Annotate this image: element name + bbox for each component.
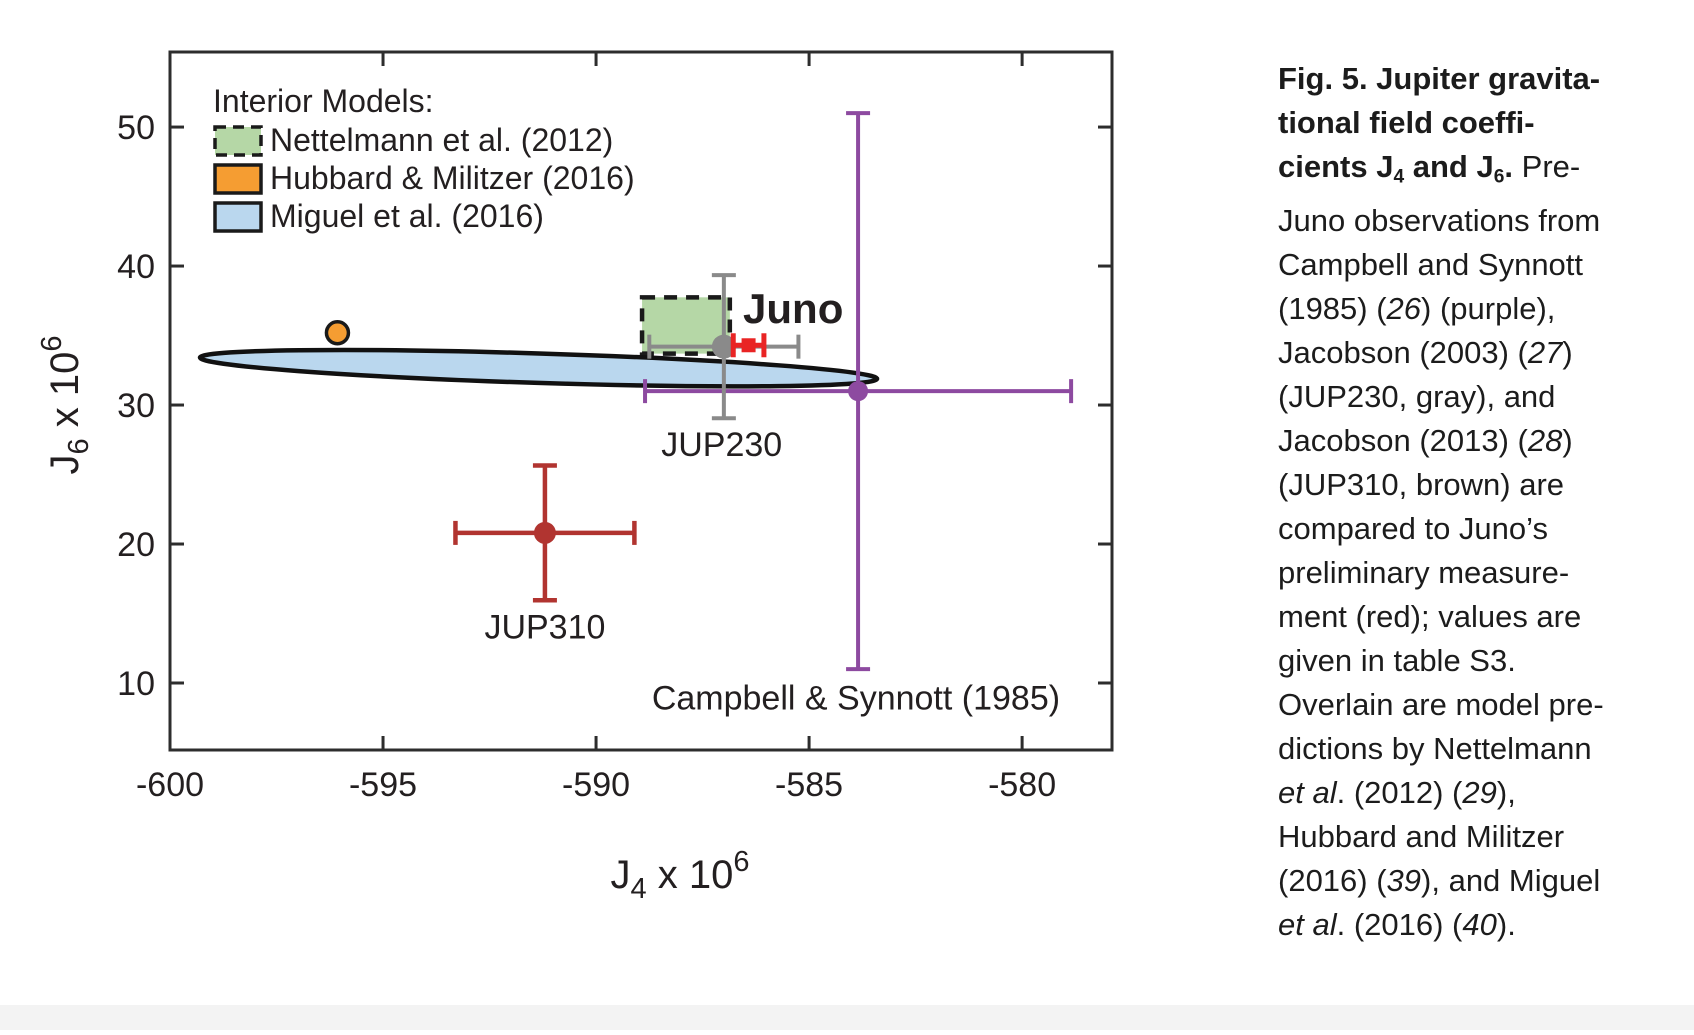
legend-swatch-2 (213, 201, 263, 233)
caption-text-segment: 40 (1462, 907, 1497, 943)
legend-item-label-0: Nettelmann et al. (2012) (270, 122, 613, 158)
caption-line: Jacobson (2013) (28) (1278, 419, 1694, 463)
label-juno: Juno (743, 285, 843, 332)
caption-text-segment: . (1504, 149, 1514, 184)
caption-text-segment: (1985) ( (1278, 291, 1387, 327)
caption-text-segment: Juno observations from (1278, 203, 1601, 239)
caption-line: given in table S3. (1278, 639, 1694, 683)
data-point-juno (741, 338, 756, 353)
caption-text-segment: ). (1496, 907, 1516, 943)
data-point-jup230 (711, 334, 736, 359)
series-jup310 (453, 463, 637, 603)
y-tick-label: 30 (117, 387, 155, 425)
x-axis-label: J4 x 106 (611, 846, 750, 905)
caption-line: et al. (2012) (29), (1278, 771, 1694, 815)
caption-text-segment: 39 (1386, 863, 1422, 899)
plot-svg: Campbell & Synnott (1985) JUP230 JUP310 Jun… (36, 50, 1114, 905)
caption-line: preliminary measure- (1278, 551, 1694, 595)
caption-text-segment: 29 (1462, 775, 1497, 811)
caption-text-segment: Overlain are model pre- (1278, 687, 1604, 723)
caption-text-segment: preliminary measure- (1278, 555, 1570, 591)
y-tick-label: 40 (117, 248, 155, 286)
caption-text-segment: ) (1562, 423, 1573, 459)
caption-text-segment: . (2012) ( (1336, 775, 1463, 811)
caption-text-segment: Jacobson (2013) ( (1278, 423, 1528, 459)
caption-text-segment: compared to Juno’s (1278, 511, 1548, 547)
plot-frame (168, 50, 1114, 752)
caption-text-segment: and J (1404, 149, 1494, 184)
caption-line: (2016) (39), and Miguel (1278, 859, 1694, 903)
page-bottom-strip (0, 1005, 1694, 1030)
data-point-campbell-synnott-1985 (848, 381, 869, 402)
y-tick-label: 10 (117, 665, 155, 703)
y-tick-label: 50 (117, 109, 155, 147)
x-tick-label: -595 (349, 766, 417, 804)
caption-line: dictions by Nettelmann (1278, 727, 1694, 771)
legend-swatch-0 (213, 125, 263, 157)
caption-line: Hubbard and Militzer (1278, 815, 1694, 859)
caption-line: (JUP310, brown) are (1278, 463, 1694, 507)
caption-text-segment: 27 (1527, 335, 1563, 371)
caption-line: et al. (2016) (40). (1278, 903, 1694, 947)
legend-title: Interior Models: (213, 83, 434, 119)
legend-swatch-1 (213, 163, 263, 195)
series-juno (730, 333, 767, 358)
y-axis-label: J6 x 106 (36, 336, 95, 475)
x-tick-label: -585 (775, 766, 843, 804)
caption-text-segment: ), and Miguel (1421, 863, 1601, 899)
caption-text-segment: Jacobson (2003) ( (1278, 335, 1528, 371)
label-jup310: JUP310 (484, 609, 605, 647)
caption-text-segment: (JUP230, gray), and (1278, 379, 1556, 415)
caption-text-segment: 4 (1393, 166, 1405, 188)
caption-text-segment: dictions by Nettelmann (1278, 731, 1592, 767)
caption-text-segment: (JUP310, brown) are (1278, 467, 1565, 503)
legend-item-label-1: Hubbard & Militzer (2016) (270, 160, 635, 196)
caption-line: (JUP230, gray), and (1278, 375, 1694, 419)
caption-text-segment: Campbell and Synnott (1278, 247, 1584, 283)
caption-text-segment: ), (1496, 775, 1516, 811)
model-hubbard-militzer-2016-point (324, 320, 351, 346)
caption-text-segment: . (2016) ( (1336, 907, 1463, 943)
caption-line: tional field coeffi- (1278, 101, 1694, 145)
model-nettelmann-2012-box (639, 295, 733, 356)
caption-line: compared to Juno’s (1278, 507, 1694, 551)
caption-text-segment: given in table S3. (1278, 643, 1516, 679)
caption-line: Jacobson (2003) (27) (1278, 331, 1694, 375)
caption-text-segment: et al (1278, 907, 1337, 943)
caption-line: ment (red); values are (1278, 595, 1694, 639)
caption-text-segment: Hubbard and Militzer (1278, 819, 1565, 855)
y-tick-label: 20 (117, 526, 155, 564)
caption-text-segment: tional field coeffi- (1278, 105, 1535, 140)
caption-line: Overlain are model pre- (1278, 683, 1694, 727)
x-tick-label: -600 (136, 766, 204, 804)
caption-text-segment: ) (1562, 335, 1573, 371)
caption-text-segment: Fig. 5. Jupiter gravita- (1278, 61, 1601, 96)
caption-line: cients J4 and J6. Pre- (1278, 145, 1694, 199)
label-campbell-synnott-1985: Campbell & Synnott (1985) (652, 679, 1060, 717)
caption-text-segment: cients J (1278, 149, 1394, 184)
caption-text-segment: 28 (1527, 423, 1563, 459)
figure-caption: Fig. 5. Jupiter gravita-tional field coe… (1278, 57, 1694, 947)
caption-text-segment: 6 (1493, 166, 1505, 188)
caption-text-segment: ment (red); values are (1278, 599, 1582, 635)
model-miguel-2016-ellipse (197, 347, 880, 389)
caption-line: (1985) (26) (purple), (1278, 287, 1694, 331)
label-jup230: JUP230 (661, 426, 782, 464)
caption-text-segment: 26 (1386, 291, 1422, 327)
x-tick-label: -580 (988, 766, 1056, 804)
caption-text-segment: (2016) ( (1278, 863, 1387, 899)
caption-line: Juno observations from (1278, 199, 1694, 243)
jupiter-j4-j6-chart: Campbell & Synnott (1985) JUP230 JUP310 Jun… (36, 50, 1114, 905)
legend-item-label-2: Miguel et al. (2016) (270, 198, 544, 234)
caption-text-segment: Pre- (1513, 149, 1581, 184)
data-point-jup310 (533, 521, 556, 544)
caption-text-segment: et al (1278, 775, 1337, 811)
series-jup230 (647, 273, 801, 421)
caption-line: Campbell and Synnott (1278, 243, 1694, 287)
caption-text-segment: ) (purple), (1421, 291, 1556, 327)
caption-line: Fig. 5. Jupiter gravita- (1278, 57, 1694, 101)
series-campbell-synnott-1985 (643, 111, 1074, 672)
x-tick-label: -590 (562, 766, 630, 804)
